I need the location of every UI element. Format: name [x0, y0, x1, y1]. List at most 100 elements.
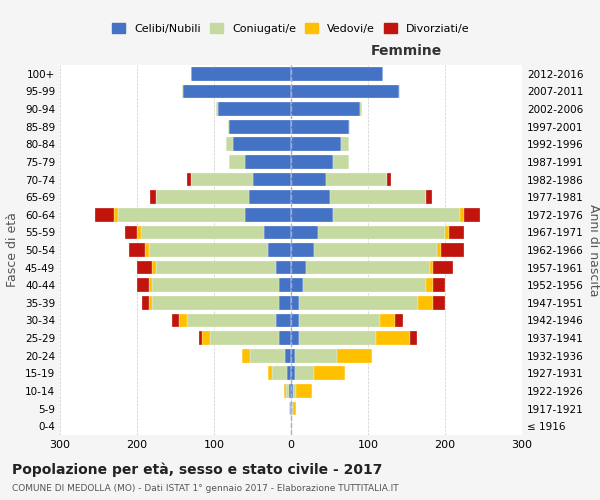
Bar — [137, 226, 141, 239]
Bar — [275, 314, 291, 328]
Bar — [291, 349, 295, 362]
Bar — [291, 314, 299, 328]
Bar — [291, 138, 341, 151]
Bar — [299, 314, 380, 328]
Bar — [149, 243, 268, 257]
Bar — [291, 366, 295, 380]
Bar — [245, 208, 291, 222]
Bar — [307, 260, 430, 274]
Bar — [449, 226, 464, 239]
Bar — [291, 420, 292, 433]
Bar — [289, 402, 290, 415]
Bar — [95, 208, 114, 222]
Bar — [250, 349, 285, 362]
Bar — [290, 402, 291, 415]
Bar — [293, 402, 296, 415]
Bar — [291, 243, 314, 257]
Bar — [291, 102, 360, 116]
Legend: Celibi/Nubili, Coniugati/e, Vedovi/e, Divorziati/e: Celibi/Nubili, Coniugati/e, Vedovi/e, Di… — [108, 19, 474, 38]
Y-axis label: Fasce di età: Fasce di età — [7, 212, 19, 288]
Bar — [314, 243, 437, 257]
Bar — [179, 314, 187, 328]
Bar — [280, 296, 291, 310]
Bar — [275, 260, 291, 274]
Bar — [291, 84, 399, 98]
Bar — [318, 226, 445, 239]
Bar — [291, 278, 302, 292]
Bar — [226, 138, 233, 151]
Text: Femmine: Femmine — [371, 44, 442, 58]
Bar — [433, 278, 445, 292]
Bar — [291, 296, 299, 310]
Bar — [291, 190, 329, 204]
Bar — [156, 190, 248, 204]
Bar — [295, 366, 314, 380]
Bar — [426, 190, 432, 204]
Bar — [291, 384, 293, 398]
Bar — [291, 208, 334, 222]
Y-axis label: Anni di nascita: Anni di nascita — [587, 204, 600, 296]
Bar — [360, 102, 362, 116]
Bar — [152, 278, 280, 292]
Bar — [291, 120, 349, 134]
Bar — [291, 260, 307, 274]
Bar — [210, 331, 280, 345]
Bar — [141, 226, 264, 239]
Bar — [218, 102, 291, 116]
Bar — [199, 331, 202, 345]
Bar — [156, 260, 275, 274]
Bar — [187, 314, 275, 328]
Bar — [329, 190, 426, 204]
Bar — [460, 208, 464, 222]
Bar — [314, 366, 345, 380]
Bar — [245, 155, 291, 169]
Bar — [349, 120, 350, 134]
Bar — [130, 243, 145, 257]
Text: Popolazione per età, sesso e stato civile - 2017: Popolazione per età, sesso e stato civil… — [12, 462, 382, 477]
Bar — [430, 260, 433, 274]
Bar — [152, 260, 156, 274]
Bar — [433, 296, 445, 310]
Bar — [229, 155, 245, 169]
Bar — [248, 190, 291, 204]
Bar — [114, 208, 118, 222]
Bar — [284, 384, 286, 398]
Bar — [293, 384, 296, 398]
Bar — [272, 366, 287, 380]
Bar — [253, 172, 291, 186]
Bar — [380, 314, 395, 328]
Bar — [187, 172, 191, 186]
Bar — [437, 243, 441, 257]
Bar — [334, 155, 349, 169]
Bar — [441, 243, 464, 257]
Bar — [191, 172, 253, 186]
Bar — [410, 331, 416, 345]
Bar — [291, 226, 318, 239]
Bar — [418, 296, 433, 310]
Bar — [217, 102, 218, 116]
Bar — [268, 366, 272, 380]
Bar — [152, 296, 280, 310]
Bar — [445, 226, 449, 239]
Bar — [229, 120, 291, 134]
Bar — [285, 349, 291, 362]
Bar — [137, 260, 152, 274]
Bar — [228, 120, 229, 134]
Bar — [299, 296, 418, 310]
Bar — [280, 278, 291, 292]
Bar — [142, 296, 149, 310]
Bar — [291, 155, 334, 169]
Bar — [150, 190, 156, 204]
Bar — [302, 278, 426, 292]
Bar — [191, 67, 291, 80]
Bar — [268, 243, 291, 257]
Bar — [233, 138, 291, 151]
Bar — [376, 331, 410, 345]
Bar — [295, 349, 337, 362]
Bar — [395, 314, 403, 328]
Bar — [202, 331, 210, 345]
Bar — [242, 349, 250, 362]
Bar — [334, 208, 460, 222]
Bar — [149, 296, 152, 310]
Bar — [464, 208, 479, 222]
